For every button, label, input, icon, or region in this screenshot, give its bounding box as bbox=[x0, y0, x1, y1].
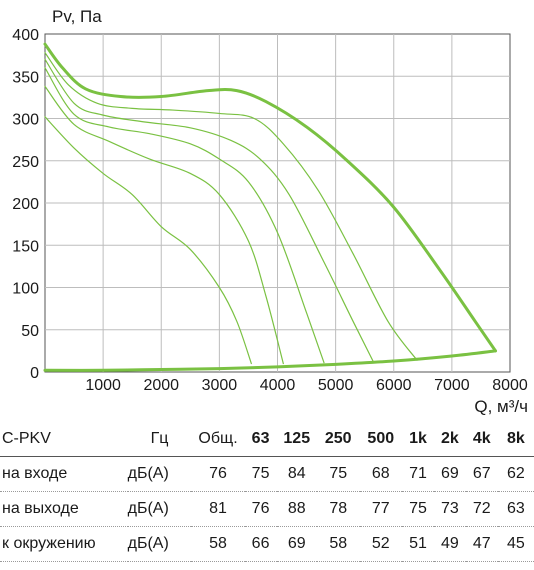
value-cell: 75 bbox=[251, 465, 270, 482]
y-tick-label: 400 bbox=[12, 27, 39, 44]
speed-curve bbox=[44, 116, 252, 365]
header-cell: 1k bbox=[409, 430, 427, 447]
y-tick-label: 200 bbox=[12, 196, 39, 213]
value-cell: 51 bbox=[409, 535, 427, 552]
header-cell: 500 bbox=[367, 430, 395, 447]
header-cell: 2k bbox=[441, 430, 459, 447]
value-cell: 75 bbox=[329, 465, 348, 482]
y-tick-label: 100 bbox=[12, 281, 39, 298]
x-tick-label: 6000 bbox=[376, 377, 412, 394]
value-cell: 63 bbox=[506, 500, 525, 517]
row-label: к окружению bbox=[2, 535, 96, 552]
y-tick-label: 0 bbox=[30, 365, 39, 382]
table-header-row: C-PKV Гц Общ. 63 125 250 500 1k 2k 4k 8k bbox=[0, 422, 534, 457]
value-cell: 72 bbox=[472, 500, 491, 517]
value-cell: 62 bbox=[506, 465, 525, 482]
value-cell: 66 bbox=[251, 535, 270, 552]
x-tick-label: 4000 bbox=[260, 377, 296, 394]
row-label: на выходе bbox=[2, 500, 79, 517]
min-curve bbox=[43, 349, 497, 372]
row-label: на входе bbox=[2, 465, 68, 482]
value-cell: 88 bbox=[287, 500, 306, 517]
x-tick-label: 7000 bbox=[434, 377, 470, 394]
value-cell: 68 bbox=[371, 465, 390, 482]
x-tick-label: 1000 bbox=[85, 377, 121, 394]
x-tick-label: 2000 bbox=[143, 377, 179, 394]
y-tick-label: 150 bbox=[12, 238, 39, 255]
value-cell: 84 bbox=[287, 465, 306, 482]
table-row: к окружению дБ(А) 58 66 69 58 52 51 49 47 45 bbox=[0, 527, 534, 562]
value-cell: 69 bbox=[287, 535, 306, 552]
model-header: C-PKV bbox=[2, 430, 51, 447]
table-row: на выходе дБ(А) 81 76 88 78 77 75 73 72 63 bbox=[0, 492, 534, 527]
value-cell: 58 bbox=[209, 535, 227, 552]
noise-table: C-PKV Гц Общ. 63 125 250 500 1k 2k 4k 8k на входе д… bbox=[0, 422, 534, 562]
value-cell: 47 bbox=[472, 535, 491, 552]
value-cell: 76 bbox=[251, 500, 270, 517]
value-cell: 52 bbox=[371, 535, 390, 552]
header-cell: 250 bbox=[324, 430, 352, 447]
fan-performance-chart: 0 50 100 150 200 250 300 350 400 1000 2000 3000 4000… bbox=[12, 7, 528, 416]
value-cell: 78 bbox=[329, 500, 348, 517]
x-tick-label: 8000 bbox=[492, 377, 528, 394]
value-cell: 71 bbox=[409, 465, 427, 482]
max-curve bbox=[43, 42, 497, 353]
header-cell: 125 bbox=[283, 430, 311, 447]
curves bbox=[43, 42, 497, 372]
speed-curve bbox=[44, 67, 325, 364]
value-cell: 67 bbox=[472, 465, 491, 482]
header-cell: Общ. bbox=[198, 430, 238, 447]
y-tick-label: 350 bbox=[12, 69, 39, 86]
speed-curve bbox=[44, 51, 418, 361]
value-cell: 58 bbox=[329, 535, 348, 552]
value-cell: 76 bbox=[209, 465, 227, 482]
unit-cell: дБ(А) bbox=[127, 465, 169, 482]
header-cell: 4k bbox=[472, 430, 491, 447]
value-cell: 81 bbox=[209, 500, 227, 517]
y-tick-label: 250 bbox=[12, 154, 39, 171]
unit-cell: дБ(А) bbox=[127, 500, 169, 517]
y-tick-label: 300 bbox=[12, 112, 39, 129]
x-axis-title: Q, м³/ч bbox=[474, 397, 528, 416]
y-axis-title: Pv, Па bbox=[52, 7, 102, 26]
value-cell: 77 bbox=[371, 500, 390, 517]
x-tick-label: 3000 bbox=[202, 377, 238, 394]
header-cell: 8k bbox=[506, 430, 525, 447]
value-cell: 49 bbox=[441, 535, 459, 552]
tick-labels: 0 50 100 150 200 250 300 350 400 1000 2000 3000 4000… bbox=[12, 27, 528, 394]
unit-cell: дБ(А) bbox=[127, 535, 169, 552]
x-tick-label: 5000 bbox=[318, 377, 354, 394]
table-row: на входе дБ(А) 76 75 84 75 68 71 69 67 62 bbox=[0, 457, 534, 492]
value-cell: 69 bbox=[441, 465, 459, 482]
grid bbox=[44, 33, 511, 373]
header-cell: Гц bbox=[150, 430, 169, 447]
speed-curve bbox=[44, 58, 375, 363]
value-cell: 75 bbox=[409, 500, 427, 517]
header-cell: 63 bbox=[251, 430, 270, 447]
speed-curve bbox=[44, 85, 284, 365]
value-cell: 73 bbox=[441, 500, 459, 517]
y-tick-label: 50 bbox=[21, 323, 39, 340]
value-cell: 45 bbox=[506, 535, 525, 552]
